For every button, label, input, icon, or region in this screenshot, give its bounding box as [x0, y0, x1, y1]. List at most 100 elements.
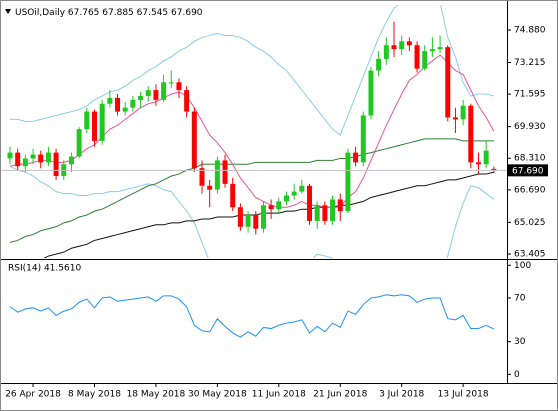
candle-body: [22, 158, 28, 167]
indicator-line: [9, 138, 494, 243]
candle-body: [429, 49, 435, 52]
candle-body: [260, 205, 266, 229]
candle-body: [406, 41, 412, 46]
candle-body: [314, 205, 320, 221]
x-tick-label: 30 May 2018: [188, 390, 247, 400]
candle-body: [107, 97, 113, 104]
price-plot: [1, 5, 507, 258]
candle-body: [237, 207, 243, 227]
candle-body: [452, 117, 458, 120]
candle-body: [299, 185, 305, 192]
candle-body: [161, 82, 167, 100]
candle-body: [153, 90, 159, 100]
y-tick-label: 30: [514, 337, 526, 347]
candle-body: [130, 99, 136, 108]
candle-body: [468, 105, 474, 163]
last-price-box: [508, 164, 548, 177]
candle-body: [330, 199, 336, 221]
chart-header: USOil,Daily 67.765 67.885 67.545 67.690: [15, 8, 203, 18]
symbol: USOil,Daily: [15, 8, 66, 18]
candle-body: [475, 162, 481, 165]
candle-body: [337, 199, 343, 212]
candle-body: [38, 154, 44, 163]
y-tick-label: 100: [514, 261, 531, 271]
candle-body: [168, 82, 174, 84]
candle-body: [199, 168, 205, 186]
candle-body: [422, 51, 428, 69]
x-tick-label: 3 Jul 2018: [379, 390, 424, 400]
candle-body: [184, 90, 190, 112]
candle-body: [376, 58, 382, 71]
candle-body: [368, 70, 374, 116]
candle-body: [84, 111, 90, 130]
y-tick-label: 0: [514, 370, 520, 380]
candle-body: [207, 185, 213, 190]
candle-body: [307, 185, 313, 221]
candle-body: [145, 90, 151, 96]
rsi-title: RSI(14) 41.5610: [8, 264, 81, 274]
y-tick-label: 73.215: [514, 58, 546, 68]
candle-body: [68, 156, 74, 165]
rsi-plot: [9, 294, 495, 338]
candle-body: [445, 47, 451, 118]
candle-body: [276, 201, 282, 210]
y-tick-label: 74.880: [514, 25, 546, 35]
candle-body: [122, 107, 128, 112]
x-tick-label: 11 Jun 2018: [252, 390, 306, 400]
y-tick-label: 66.690: [514, 185, 546, 195]
candle-body: [253, 215, 259, 229]
candle-body: [391, 45, 397, 50]
candle-body: [383, 45, 389, 59]
last-price-label: 67.690: [512, 166, 544, 176]
candle-body: [45, 152, 51, 163]
y-tick-label: 63.405: [514, 249, 546, 259]
indicator-line: [10, 5, 494, 136]
candle-body: [138, 95, 144, 100]
low-label: 67.545: [137, 8, 169, 18]
candle-body: [214, 160, 220, 190]
y-tick-label: 71.595: [514, 90, 546, 100]
candle-body: [491, 168, 497, 171]
x-tick-label: 26 Apr 2018: [5, 390, 61, 400]
candle-body: [460, 105, 466, 120]
candle-body: [30, 154, 36, 159]
candle-body: [245, 215, 251, 227]
candle-body: [360, 115, 366, 163]
y-tick-label: 68.310: [514, 154, 546, 164]
x-tick-label: 13 Jul 2018: [438, 390, 489, 400]
y-tick-label: 70: [514, 294, 526, 304]
candle-body: [268, 205, 274, 210]
open-label: 67.765: [68, 8, 100, 18]
candle-body: [322, 205, 328, 221]
candle-body: [76, 129, 82, 157]
candle-body: [345, 152, 351, 212]
high-label: 67.885: [102, 8, 134, 18]
candle-body: [99, 103, 105, 141]
candle-body: [283, 195, 289, 202]
candle-body: [483, 150, 489, 165]
x-tick-label: 18 May 2018: [127, 390, 186, 400]
indicator-line: [9, 54, 495, 208]
candle-body: [230, 183, 236, 208]
candle-body: [222, 160, 228, 184]
candle-body: [191, 111, 197, 169]
candle-body: [176, 82, 182, 91]
candle-body: [399, 41, 405, 50]
indicator-line: [43, 171, 494, 258]
candle-body: [353, 152, 359, 163]
candle-body: [291, 191, 297, 196]
candle-body: [91, 111, 97, 141]
indicator-line: [9, 165, 495, 258]
y-tick-label: 65.025: [514, 218, 546, 228]
candle-body: [115, 97, 121, 112]
indicator-line: [9, 294, 495, 338]
candle-body: [53, 152, 59, 177]
candle-body: [437, 47, 443, 50]
candle-body: [7, 152, 13, 159]
header-arrow: [5, 9, 11, 14]
candle-body: [414, 45, 420, 69]
y-tick-label: 69.930: [514, 122, 546, 132]
x-tick-label: 8 May 2018: [68, 390, 121, 400]
candle-body: [15, 152, 21, 167]
